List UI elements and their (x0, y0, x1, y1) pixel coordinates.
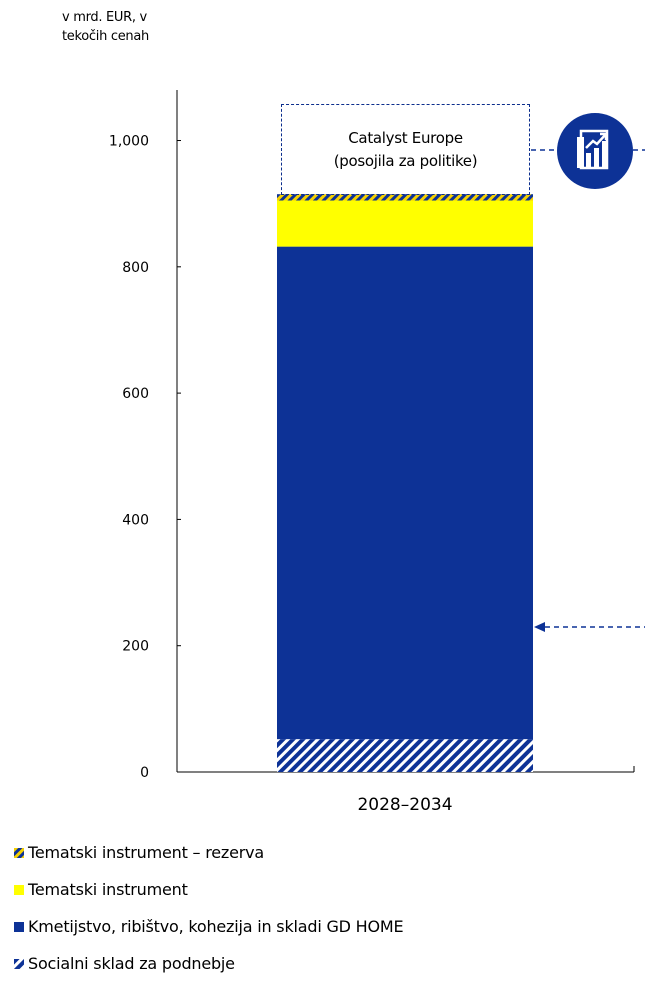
legend-swatch-social-climate (14, 958, 24, 969)
y-tick-label: 1,000 (109, 134, 149, 150)
legend-label-reserve: Tematski instrument – rezerva (28, 843, 264, 862)
pointer-arrow-head (534, 622, 545, 632)
x-tick-label: 2028–2034 (357, 795, 452, 815)
y-tick-label: 200 (122, 639, 149, 655)
bar-chart-growth-icon (557, 113, 633, 189)
legend-swatch-reserve (14, 847, 24, 858)
y-axis: 0 200 400 600 800 1,000 (109, 90, 181, 781)
y-unit-label-line2: tekočih cenah (62, 29, 149, 44)
bar-segment (277, 246, 533, 740)
y-unit-label-line1: v mrd. EUR, v (62, 10, 147, 25)
bar-segment (277, 200, 533, 247)
y-tick-label: 0 (140, 765, 149, 781)
legend-label-thematic: Tematski instrument (28, 880, 188, 899)
callout-line1: Catalyst Europe (348, 128, 463, 147)
callout-connectors (531, 149, 645, 632)
y-unit-label: v mrd. EUR, v tekočih cenah (62, 8, 149, 46)
legend-swatch-agriculture (14, 921, 24, 932)
y-tick-label: 400 (122, 512, 149, 528)
legend-swatch-thematic (14, 884, 24, 895)
legend-label-agriculture: Kmetijstvo, ribištvo, kohezija in skladi… (28, 917, 404, 936)
legend-item-thematic: Tematski instrument (14, 871, 403, 908)
legend-item-social-climate: Socialni sklad za podnebje (14, 945, 403, 982)
legend: Tematski instrument – rezerva Tematski i… (14, 834, 404, 982)
legend-item-reserve: Tematski instrument – rezerva (14, 834, 403, 871)
y-tick-label: 800 (122, 260, 149, 276)
legend-item-agriculture: Kmetijstvo, ribištvo, kohezija in skladi… (14, 908, 404, 945)
catalyst-europe-callout: Catalyst Europe (posojila za politike) (281, 104, 530, 195)
stacked-bar (277, 194, 533, 772)
bar-segment (277, 739, 533, 772)
x-axis: 2028–2034 (177, 766, 635, 815)
callout-line2: (posojila za politike) (333, 151, 478, 170)
bar-segment (277, 194, 533, 201)
legend-label-social-climate: Socialni sklad za podnebje (28, 954, 235, 973)
bar-chart-growth-icon-glyph (577, 129, 609, 170)
y-tick-label: 600 (122, 386, 149, 402)
